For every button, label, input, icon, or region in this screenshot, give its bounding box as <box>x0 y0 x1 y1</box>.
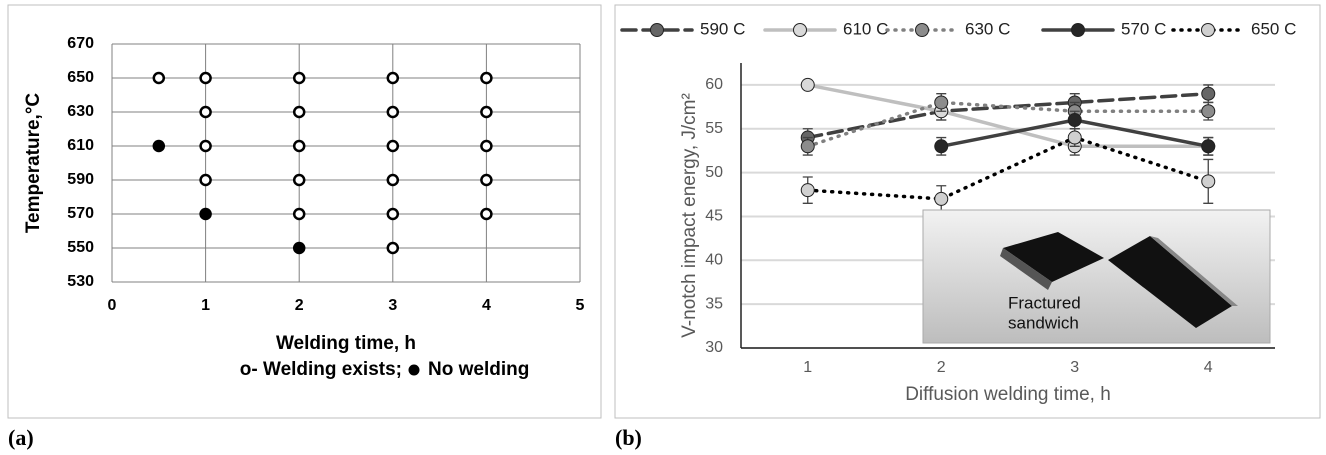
y-tick-label: 45 <box>705 208 723 225</box>
legend-label: o- Welding exists; <box>240 359 402 380</box>
y-tick-label: 30 <box>705 339 723 356</box>
y-tick-label: 670 <box>67 35 94 52</box>
data-point <box>934 191 949 206</box>
x-tick-label: 2 <box>295 297 304 314</box>
x-tick-label: 3 <box>388 297 397 314</box>
data-point <box>480 173 493 187</box>
data-point <box>386 139 400 153</box>
data-point <box>386 173 400 187</box>
data-point <box>1201 104 1216 119</box>
data-point <box>1201 174 1216 189</box>
series-line <box>806 83 1210 149</box>
legend-label: 630 C <box>965 19 1010 38</box>
y-tick-label: 50 <box>705 164 723 181</box>
data-point <box>386 71 400 85</box>
data-point <box>1067 113 1082 127</box>
legend-label: 590 C <box>700 19 745 38</box>
x-tick-label: 4 <box>1204 359 1213 376</box>
y-tick-label: 570 <box>67 205 94 222</box>
data-point <box>386 105 400 119</box>
x-tick-label: 1 <box>803 359 812 376</box>
data-point <box>199 173 212 187</box>
annotation: sandwich <box>1008 313 1079 332</box>
x-tick-label: 3 <box>1070 359 1079 376</box>
series-line <box>806 100 1210 149</box>
data-point <box>292 105 306 119</box>
y-tick-label: 35 <box>705 295 723 312</box>
y-tick-label: 590 <box>67 171 94 188</box>
panel-label: (b) <box>615 425 642 450</box>
legend-label: 650 C <box>1251 19 1296 38</box>
legend-label: 610 C <box>843 19 888 38</box>
legend-marker <box>1201 23 1215 37</box>
data-point <box>152 139 166 153</box>
data-point <box>292 139 306 153</box>
panel-label: (a) <box>8 425 34 450</box>
inset-photo: Fractured sandwich <box>922 209 1271 344</box>
data-point <box>800 139 815 154</box>
data-point <box>199 71 212 85</box>
legend-marker <box>650 23 664 37</box>
data-point <box>292 207 306 221</box>
data-point <box>800 183 815 198</box>
x-tick-label: 5 <box>576 297 585 314</box>
data-point <box>1201 86 1216 101</box>
data-point <box>480 71 493 85</box>
y-tick-label: 530 <box>67 273 94 290</box>
x-tick-label: 2 <box>937 359 946 376</box>
legend-marker <box>1071 23 1085 37</box>
data-point <box>386 241 400 255</box>
data-point <box>1201 139 1216 154</box>
y-tick-label: 40 <box>705 252 723 269</box>
legend-marker <box>793 23 807 37</box>
y-tick-label: 550 <box>67 239 94 256</box>
data-point <box>934 95 949 110</box>
x-tick-label: 0 <box>108 297 117 314</box>
data-point <box>199 207 212 221</box>
series-line <box>806 135 1210 201</box>
y-axis-label: Temperature,°C <box>23 93 44 234</box>
data-point <box>292 241 306 255</box>
data-point <box>292 71 306 85</box>
data-point <box>800 77 815 92</box>
x-tick-label: 4 <box>482 297 491 314</box>
data-point <box>199 105 212 119</box>
series-line <box>806 91 1210 140</box>
x-tick-label: 1 <box>201 297 210 314</box>
legend-label: 570 C <box>1121 19 1166 38</box>
data-point <box>386 207 400 221</box>
y-tick-label: 650 <box>67 69 94 86</box>
data-point <box>480 139 493 153</box>
legend-marker <box>915 23 929 37</box>
data-point <box>480 207 493 221</box>
annotation: Fractured <box>1008 293 1081 312</box>
data-point <box>292 173 306 187</box>
y-tick-label: 630 <box>67 103 94 120</box>
data-point <box>1067 130 1082 145</box>
x-axis-label: Diffusion welding time, h <box>905 384 1111 405</box>
y-tick-label: 55 <box>705 120 723 137</box>
data-point <box>152 71 166 85</box>
legend-marker <box>408 364 420 376</box>
data-point <box>934 139 949 154</box>
data-point <box>199 139 212 153</box>
x-axis-label: Welding time, h <box>276 333 416 354</box>
legend-label: No welding <box>428 359 529 380</box>
panel-frame <box>614 4 1321 419</box>
panel-frame <box>7 4 602 419</box>
y-tick-label: 610 <box>67 137 94 154</box>
y-axis-label: V-notch impact energy, J/cm² <box>679 93 700 338</box>
y-tick-label: 60 <box>705 76 723 93</box>
data-point <box>480 105 493 119</box>
